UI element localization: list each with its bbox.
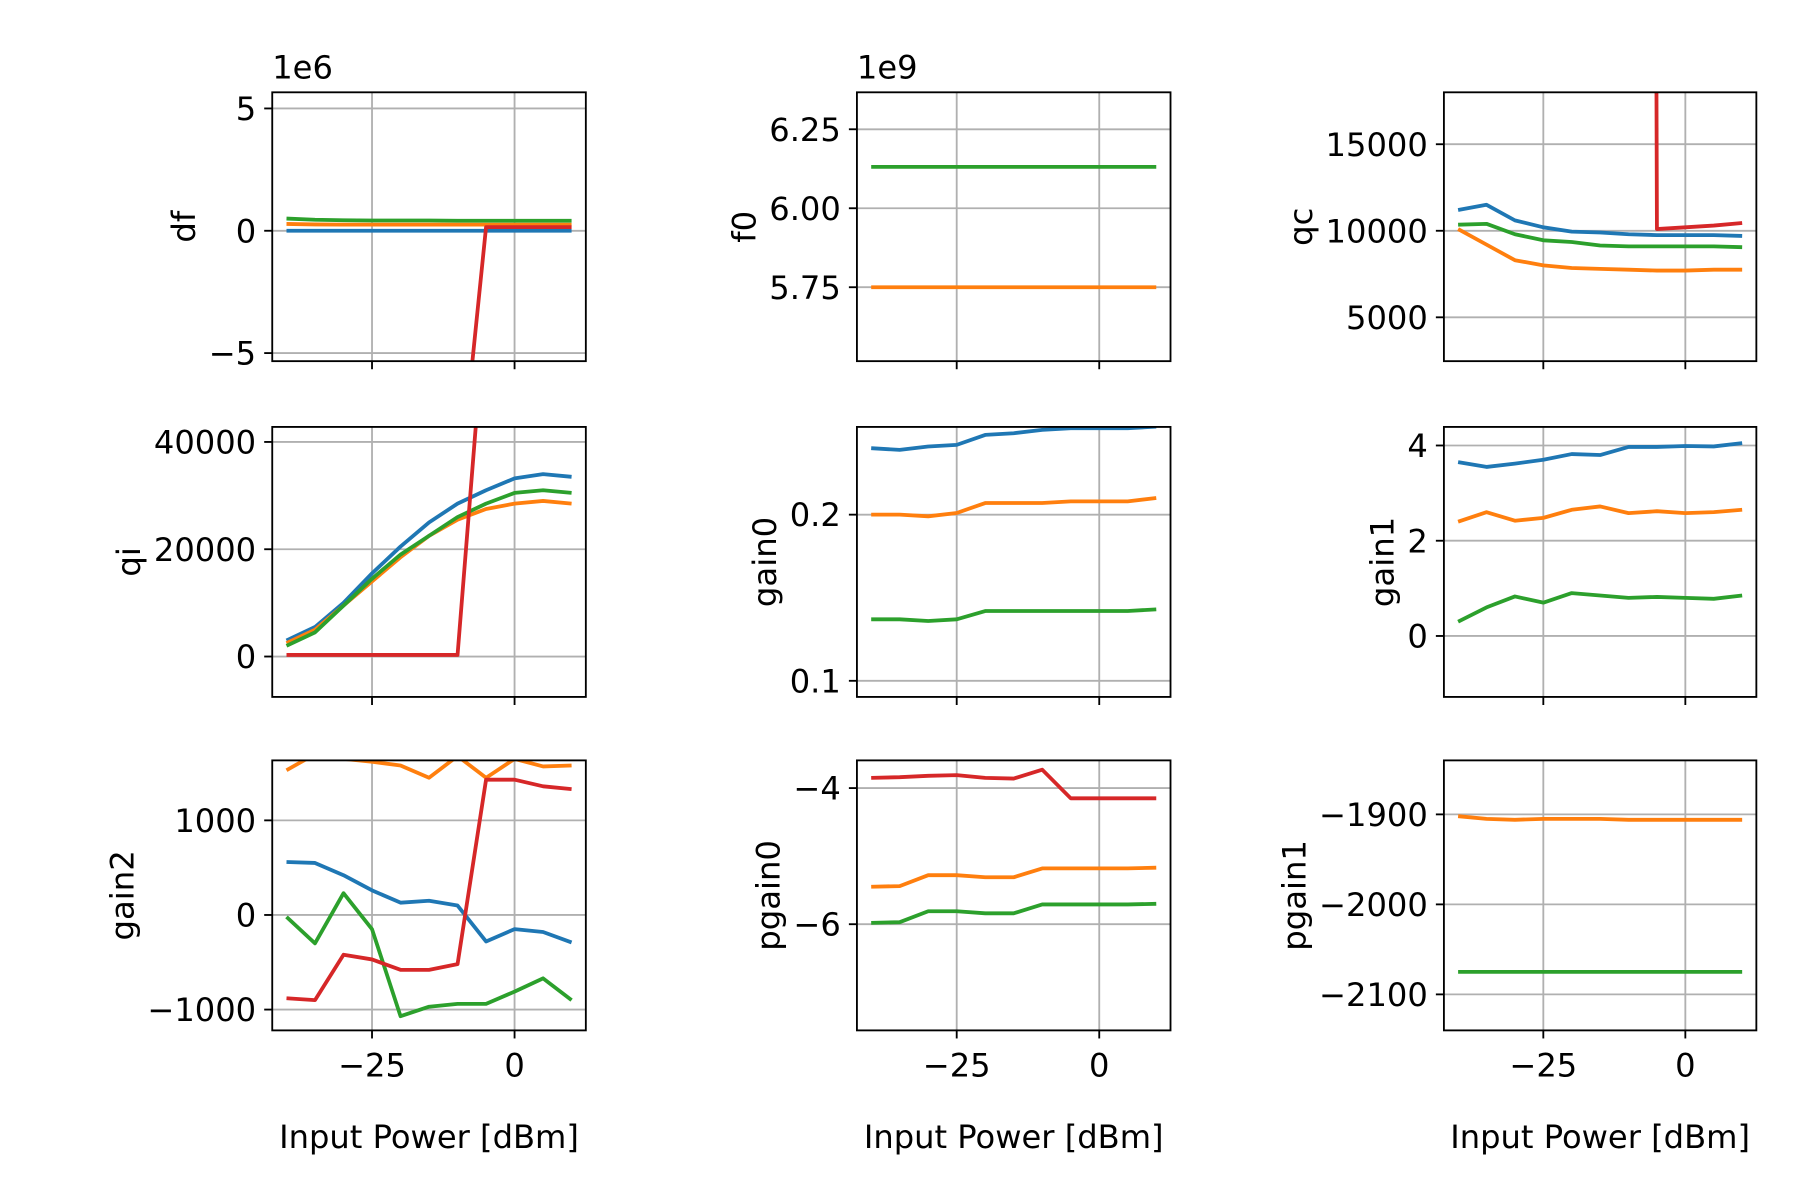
series-line [1457,202,1743,238]
subplot: 0 20000 40000 qi [110,423,587,705]
x-axis-label: Input Power [dBm] [864,1118,1164,1156]
series-line [286,777,572,1003]
series-line [871,901,1157,925]
y-axis-label: pgain1 [1275,840,1313,951]
y-tick-label: 40000 [154,423,256,461]
y-tick-label: −5 [209,335,256,373]
y-tick-label: 5.75 [769,269,841,307]
y-tick-label: 0 [236,896,256,934]
series-line [286,216,572,223]
series-group [286,216,572,362]
series-line [286,426,478,657]
y-tick-label: 5000 [1346,299,1428,337]
y-axis-label: pgain0 [750,840,788,951]
series-line [470,225,572,362]
y-tick-label: 1000 [174,802,256,840]
y-tick-label: 0.2 [790,496,841,534]
series-line [285,760,572,780]
series-group [871,164,1157,290]
y-axis-label: f0 [726,211,764,243]
y-tick-label: −1900 [1319,796,1428,834]
series-group [1457,814,1743,974]
y-tick-label: −2000 [1319,886,1428,924]
x-tick-label: 0 [504,1046,524,1084]
y-tick-label: −4 [793,770,840,808]
x-tick-label: −25 [923,1046,991,1084]
x-axis-label: Input Power [dBm] [1450,1118,1750,1156]
series-line [286,222,572,227]
y-tick-label: 0 [236,212,256,250]
series-line [286,860,573,945]
axes-frame [856,426,1172,698]
y-tick-label: 10000 [1326,212,1428,250]
axes-frame [1442,426,1758,698]
offset-label: 1e6 [272,48,333,86]
series-group [285,760,573,1019]
series-group [1457,441,1743,624]
series-line [1457,227,1743,273]
y-tick-label: 0.1 [790,662,841,700]
subplot: 0 2 4 gain1 [1364,426,1758,705]
series-line [1457,591,1743,624]
subplot: 5000 10000 15000 qc [1282,91,1758,370]
series-line [871,767,1157,801]
x-tick-label: −25 [338,1046,406,1084]
series-line [871,496,1157,519]
axes-frame [856,91,1172,363]
subplot: 5.75 6.00 6.25 f0 1e9 [726,48,1172,370]
y-tick-label: −6 [793,906,840,944]
series-group [871,767,1157,925]
x-tick-label: −25 [1509,1046,1577,1084]
y-tick-label: 4 [1407,427,1427,465]
series-line [285,472,572,643]
series-line [1654,92,1743,231]
y-axis-label: qi [110,547,148,576]
axes-frame [1442,91,1758,363]
series-line [1457,814,1743,822]
y-tick-label: 15000 [1326,126,1428,164]
series-line [871,607,1157,623]
series-line [1458,221,1743,250]
axes-frame [856,759,1172,1032]
axes-frame [271,426,587,698]
series-line [285,488,572,648]
axes-frame [271,91,587,363]
axes-frame [271,759,587,1032]
series-line [1457,504,1743,524]
series-group [1457,92,1743,273]
y-tick-label: 0 [1407,617,1427,655]
y-tick-label: 0 [236,638,256,676]
series-line [285,891,573,1019]
y-axis-label: gain1 [1364,517,1402,607]
y-axis-label: df [165,210,203,243]
series-line [1457,441,1743,469]
y-axis-label: gain0 [746,517,784,607]
series-group [871,426,1157,623]
y-tick-label: −2100 [1319,976,1428,1014]
y-axis-label: qc [1282,208,1320,246]
y-axis-label: gain2 [104,850,142,940]
y-tick-label: 6.00 [769,190,841,228]
offset-label: 1e9 [857,48,918,86]
x-tick-label: 0 [1675,1046,1695,1084]
y-tick-label: 2 [1407,522,1427,560]
series-line [871,426,1157,452]
y-tick-label: 6.25 [769,111,841,149]
subplot: −25 0 −1000 0 1000 gain2 Input Power [dBm] [104,759,587,1156]
axes-frame [1442,759,1758,1032]
x-axis-label: Input Power [dBm] [279,1118,579,1156]
series-group [285,426,572,657]
subplot: −5 0 5 df 1e6 [165,48,587,373]
y-tick-label: 20000 [154,531,256,569]
series-line [871,865,1157,889]
y-tick-label: 5 [236,90,256,128]
x-tick-label: 0 [1089,1046,1109,1084]
y-tick-label: −1000 [147,991,256,1029]
